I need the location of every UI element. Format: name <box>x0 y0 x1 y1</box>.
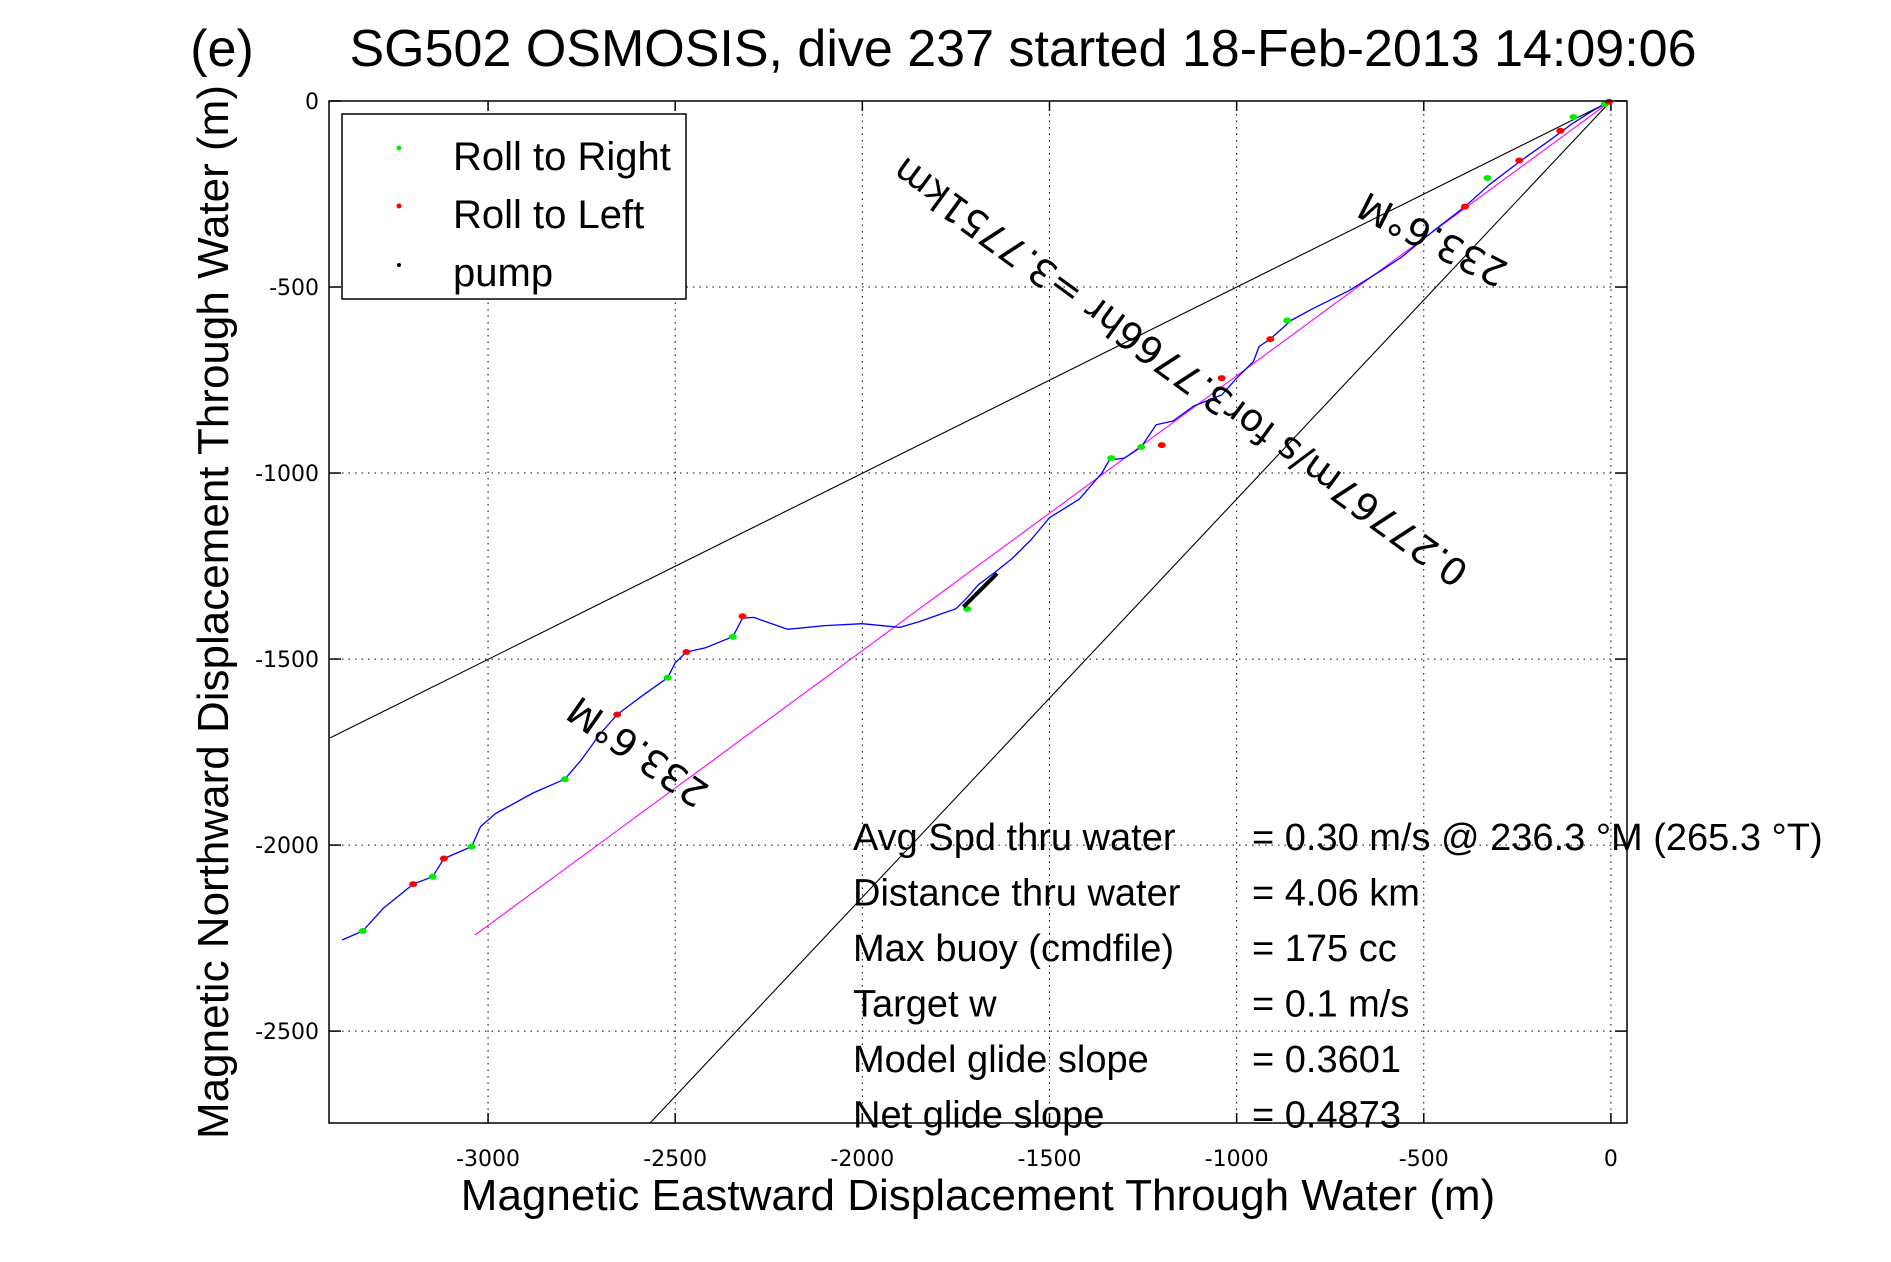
roll-left-marker <box>738 613 747 620</box>
roll-left-marker <box>613 711 622 718</box>
y-tick-label: -500 <box>269 276 319 301</box>
lower-bound-line <box>649 101 1612 1123</box>
x-ticks: -3000 -2500 -2000 -1500 -1000 -500 0 <box>456 101 1618 1172</box>
roll-left-marker <box>1556 127 1565 134</box>
roll-right-marker <box>728 633 737 640</box>
annotation-label: 233.6°M <box>559 687 716 815</box>
x-tick-label: -500 <box>1399 1147 1449 1172</box>
x-axis-label: Magnetic Eastward Displacement Through W… <box>461 1171 1495 1220</box>
pump-marker <box>961 572 999 609</box>
stats-block: Avg Spd thru water = 0.30 m/s @ 236.3 °M … <box>853 817 1823 1137</box>
roll-right-marker <box>1283 317 1292 324</box>
roll-left-marker <box>1157 442 1166 449</box>
stat-value: = 0.30 m/s @ 236.3 °M (265.3 °T) <box>1252 817 1823 859</box>
legend-marker-roll-left <box>396 203 402 209</box>
roll-left-marker <box>682 648 691 655</box>
y-tick-label: -2500 <box>255 1020 319 1045</box>
x-tick-label: -3000 <box>456 1147 520 1172</box>
stat-value: = 0.4873 <box>1252 1095 1401 1137</box>
y-axis-label: Magnetic Northward Displacement Through … <box>189 85 238 1139</box>
stat-value: = 0.3601 <box>1252 1039 1401 1081</box>
roll-left-marker <box>1460 203 1469 210</box>
stat-label: Model glide slope <box>853 1039 1149 1081</box>
roll-right-marker <box>1483 175 1492 182</box>
roll-right-marker <box>1107 455 1116 462</box>
x-tick-label: 0 <box>1604 1147 1618 1172</box>
roll-right-marker <box>467 843 476 850</box>
stat-value: = 4.06 km <box>1252 873 1420 915</box>
stat-label: Avg Spd thru water <box>853 817 1176 859</box>
y-tick-label: -1000 <box>255 462 319 487</box>
y-tick-label: -2000 <box>255 834 319 859</box>
x-tick-label: -2000 <box>830 1147 894 1172</box>
roll-right-marker <box>1569 113 1578 120</box>
legend-marker-pump <box>397 263 401 267</box>
stat-value: = 175 cc <box>1252 928 1397 970</box>
chart-title: SG502 OSMOSIS, dive 237 started 18-Feb-2… <box>349 20 1696 78</box>
stat-label: Max buoy (cmdfile) <box>853 928 1174 970</box>
stat-label: Distance thru water <box>853 873 1181 915</box>
stat-value: = 0.1 m/s <box>1252 984 1409 1026</box>
axes-frame <box>328 100 1628 1124</box>
legend-label-pump: pump <box>453 251 553 295</box>
roll-left-marker <box>1515 157 1524 164</box>
roll-right-marker <box>560 776 569 783</box>
legend: Roll to Right Roll to Left pump <box>341 113 687 300</box>
upper-bound-line <box>329 101 1612 739</box>
legend-entry-pump: pump <box>397 251 553 295</box>
stat-label: Target w <box>853 984 997 1026</box>
title-overlay-glyph: (e) <box>190 20 254 78</box>
roll-right-marker <box>428 873 437 880</box>
x-tick-label: -1500 <box>1018 1147 1082 1172</box>
legend-entry-roll-right: Roll to Right <box>396 135 671 179</box>
roll-right-marker <box>663 674 672 681</box>
roll-right-marker <box>358 928 367 935</box>
roll-left-marker <box>1217 375 1226 382</box>
roll-right-marker <box>1137 443 1146 450</box>
legend-label-roll-right: Roll to Right <box>453 135 671 179</box>
roll-left-marker <box>439 855 448 862</box>
annotation-label: 233.6°M <box>1351 183 1514 295</box>
stat-label: Net glide slope <box>853 1095 1104 1137</box>
series-markers <box>358 98 1614 935</box>
roll-left-marker <box>1266 336 1275 343</box>
legend-marker-roll-right <box>396 145 402 151</box>
roll-left-marker <box>409 881 418 888</box>
y-tick-label: -1500 <box>255 648 319 673</box>
legend-label-roll-left: Roll to Left <box>453 193 644 237</box>
x-tick-label: -2500 <box>643 1147 707 1172</box>
x-tick-label: -1000 <box>1205 1147 1269 1172</box>
y-tick-label: 0 <box>305 90 319 115</box>
y-ticks: 0 -500 -1000 -1500 -2000 -2500 <box>255 90 1627 1045</box>
legend-entry-roll-left: Roll to Left <box>396 193 644 237</box>
